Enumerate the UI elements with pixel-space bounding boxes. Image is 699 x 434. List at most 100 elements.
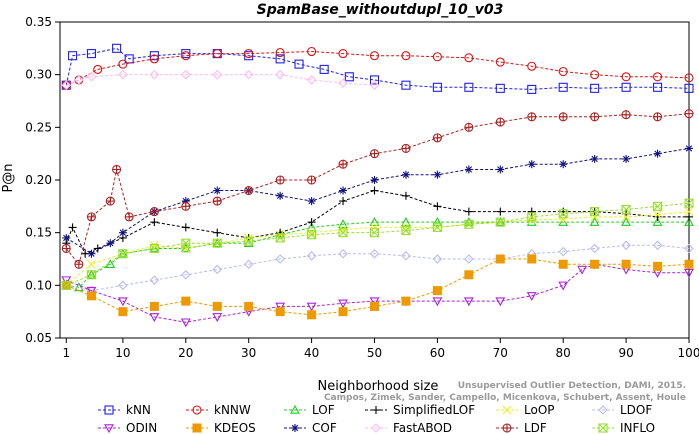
legend-label-loop: LoOP bbox=[524, 403, 555, 417]
data-point-odin bbox=[432, 297, 443, 307]
data-point-lof bbox=[621, 217, 632, 226]
data-point-lof bbox=[338, 219, 348, 228]
data-point-inflo bbox=[684, 198, 694, 208]
data-point-knn bbox=[344, 72, 354, 82]
x-tick-label: 70 bbox=[493, 346, 508, 360]
x-tick-label: 10 bbox=[115, 346, 130, 360]
data-point-kdeos bbox=[181, 296, 191, 306]
data-point-simplifiedlof bbox=[68, 223, 77, 232]
x-tick-label: 60 bbox=[430, 346, 445, 360]
series-simplifiedlof bbox=[62, 186, 693, 258]
series-line-ldof bbox=[66, 244, 690, 292]
data-point-knn bbox=[464, 82, 474, 92]
axes: 1 10 20 30 40 50 60 70 80 90 100 0.05 0.10 0.15 0.20 0.… bbox=[25, 15, 699, 360]
y-tick-label: 0.30 bbox=[25, 68, 52, 82]
data-point-simplifiedlof bbox=[150, 218, 159, 227]
data-point-knnw bbox=[181, 51, 191, 61]
data-point-odin bbox=[558, 281, 569, 291]
data-point-cof bbox=[559, 160, 568, 169]
data-point-fastabod bbox=[212, 69, 223, 80]
y-tick-label: 0.15 bbox=[25, 226, 52, 240]
data-point-cof bbox=[590, 154, 599, 163]
data-point-cof bbox=[87, 249, 96, 258]
data-point-knnw bbox=[93, 64, 103, 74]
data-point-lof bbox=[86, 269, 97, 279]
data-point-knn bbox=[275, 54, 285, 64]
y-tick-label: 0.35 bbox=[25, 15, 52, 29]
data-point-inflo bbox=[307, 230, 317, 240]
legend-marker-inflo bbox=[598, 423, 608, 433]
data-point-ldof bbox=[401, 251, 411, 261]
legend-label-cof: COF bbox=[312, 421, 337, 434]
data-point-odin bbox=[577, 265, 588, 275]
data-point-inflo bbox=[401, 226, 411, 236]
data-point-inflo bbox=[338, 228, 348, 238]
data-point-kdeos bbox=[653, 261, 663, 271]
legend-item-simplifiedlof: SimplifiedLOF bbox=[365, 403, 475, 417]
data-point-ldf bbox=[149, 207, 159, 217]
legend-item-inflo: INFLO bbox=[592, 421, 655, 434]
series-line-ldf bbox=[65, 113, 690, 266]
series-line-knnw bbox=[66, 50, 690, 86]
data-point-inflo bbox=[244, 236, 254, 246]
series-odin bbox=[61, 260, 694, 328]
data-point-loop bbox=[653, 210, 662, 220]
data-point-knnw bbox=[74, 75, 84, 85]
data-point-inflo bbox=[149, 243, 159, 254]
data-point-odin bbox=[338, 299, 348, 309]
x-tick-label: 20 bbox=[178, 346, 193, 360]
data-point-inflo bbox=[275, 233, 285, 243]
series-kdeos bbox=[61, 254, 694, 320]
data-point-knn bbox=[294, 59, 304, 69]
data-point-knn bbox=[319, 64, 329, 74]
legend-marker-knnw bbox=[192, 405, 202, 415]
data-point-ldf bbox=[652, 112, 663, 122]
data-point-simplifiedlof bbox=[496, 207, 505, 216]
data-point-kdeos bbox=[338, 307, 348, 317]
data-point-ldof bbox=[118, 280, 128, 291]
data-point-kdeos bbox=[212, 301, 222, 311]
data-point-knn bbox=[149, 51, 159, 61]
y-axis-label: P@n bbox=[1, 163, 16, 192]
data-point-odin bbox=[306, 302, 317, 312]
data-point-kdeos bbox=[621, 259, 631, 269]
data-point-knnw bbox=[432, 52, 442, 62]
y-tick-label: 0.25 bbox=[25, 120, 52, 134]
data-point-simplifiedlof bbox=[370, 186, 379, 195]
data-point-loop bbox=[87, 259, 96, 269]
data-point-lof bbox=[432, 217, 443, 226]
series-cof bbox=[62, 144, 693, 258]
data-point-simplifiedlof bbox=[527, 207, 536, 216]
data-point-ldf bbox=[464, 122, 474, 132]
legend-marker-cof bbox=[291, 424, 299, 432]
data-point-kdeos bbox=[684, 259, 694, 269]
legend-label-knn: kNN bbox=[126, 403, 151, 417]
series-line-inflo bbox=[66, 202, 690, 286]
data-point-lof bbox=[401, 217, 411, 226]
data-point-simplifiedlof bbox=[401, 191, 410, 200]
data-point-inflo bbox=[118, 249, 128, 259]
watermark-text: Unsupervised Outlier Detection, DAMI, 20… bbox=[324, 381, 686, 403]
data-point-ldf bbox=[181, 201, 191, 211]
data-point-loop bbox=[244, 233, 254, 243]
data-point-ldof bbox=[621, 240, 631, 251]
data-point-loop bbox=[684, 207, 694, 216]
data-point-knnw bbox=[684, 73, 694, 83]
data-point-ldof bbox=[149, 275, 160, 285]
data-point-knn bbox=[527, 84, 537, 94]
legend-label-inflo: INFLO bbox=[620, 421, 655, 434]
data-point-odin bbox=[495, 297, 506, 307]
data-point-inflo bbox=[558, 209, 568, 219]
data-point-fastabod bbox=[338, 78, 348, 88]
data-point-ldf bbox=[61, 243, 71, 254]
x-tick-label: 1 bbox=[62, 346, 70, 360]
legend-label-ldof: LDOF bbox=[620, 403, 652, 417]
legend-label-ldf: LDF bbox=[524, 421, 547, 434]
data-point-ldof bbox=[181, 270, 191, 280]
data-point-kdeos bbox=[590, 259, 600, 269]
x-axis-label: Neighborhood size bbox=[318, 379, 439, 394]
data-point-ldof bbox=[275, 254, 285, 264]
data-point-ldof bbox=[684, 243, 694, 254]
data-point-odin bbox=[86, 286, 97, 296]
